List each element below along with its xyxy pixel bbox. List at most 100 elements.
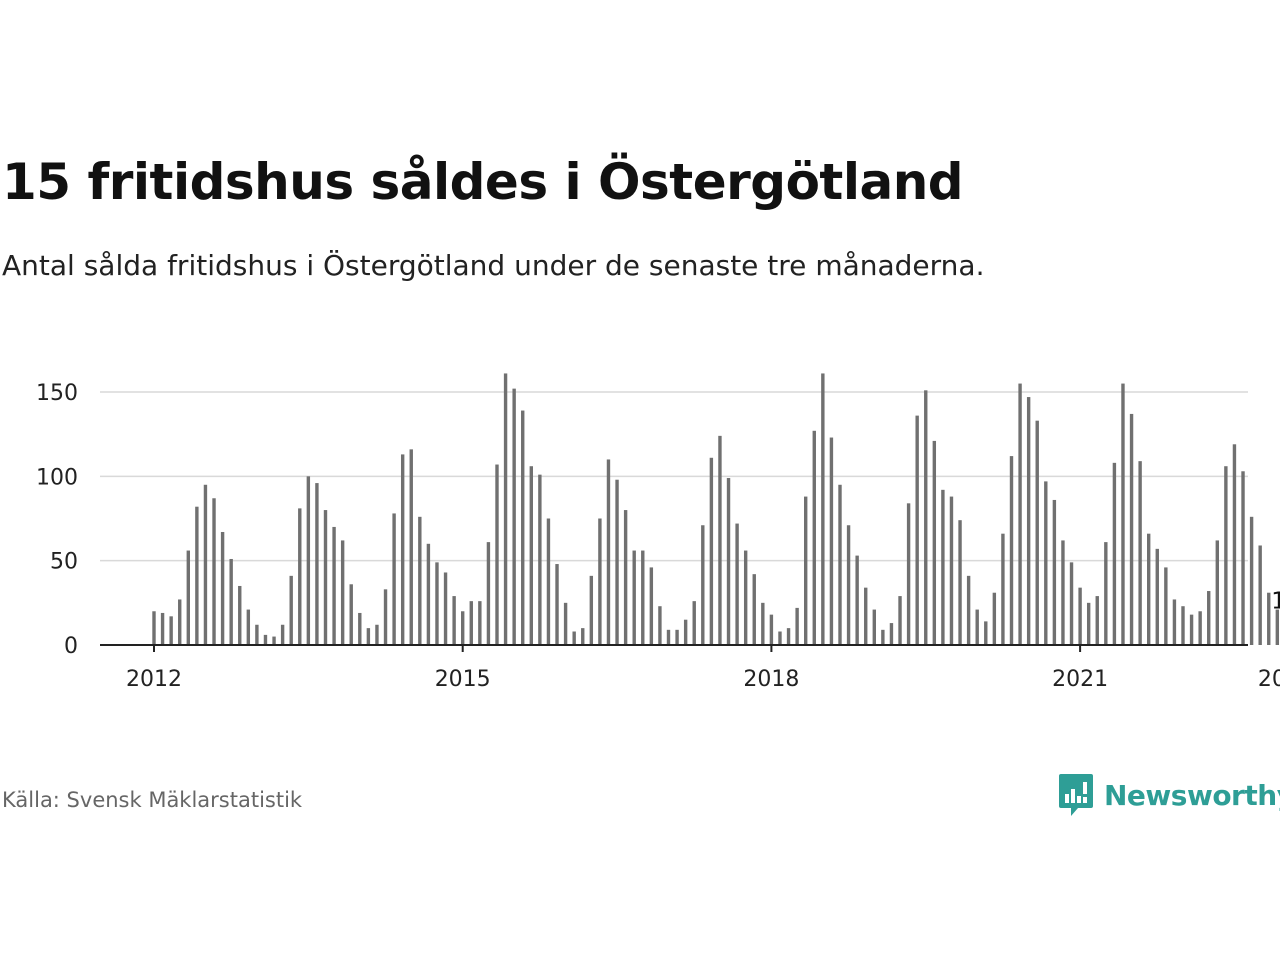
y-tick-label-100: 100 [36,465,78,490]
bar [804,496,808,645]
bar [203,484,208,645]
bar [658,606,662,645]
bar [1112,462,1117,645]
bar [829,437,834,645]
bar [1181,606,1185,645]
chart-subtitle: Antal sålda fritidshus i Östergötland un… [2,249,985,282]
bar [795,607,799,645]
x-tick-label-2023: 2023 [1258,667,1280,692]
bar [589,575,594,645]
bar [152,611,156,645]
bar [915,415,919,645]
bar [298,508,302,645]
bar [666,629,671,645]
bar [521,410,525,645]
bar [366,628,371,645]
bar [572,631,576,645]
bar [212,498,216,645]
bar [889,623,894,645]
bar [435,562,439,645]
grid-lines [100,391,1248,562]
x-axis-ticks: 2012 2015 2018 2021 2023 [126,645,1280,692]
bar [1129,413,1134,645]
bar [1189,614,1194,645]
bar [418,516,422,645]
bar [1275,609,1280,645]
bar [358,612,362,645]
bar [1215,540,1219,645]
bar [289,575,293,645]
bar [924,390,928,645]
bar [649,567,654,645]
brand-name: Newsworthy [1104,778,1280,812]
bar [838,484,842,645]
bar [563,602,568,645]
bar [735,523,739,645]
bar [1138,461,1142,645]
bar [1207,591,1211,645]
bar [1001,533,1005,645]
bar [623,510,628,645]
bar [392,513,396,645]
bar [1078,587,1082,645]
y-tick-label-150: 150 [36,381,78,406]
bar [280,624,285,645]
bar [864,587,868,645]
bar [503,373,508,645]
bar [941,489,945,645]
bar [1044,481,1048,645]
bar [581,628,585,645]
bar [683,619,688,645]
bar [752,574,756,645]
bar [846,525,851,645]
bar [246,609,251,645]
bar [486,542,491,645]
bar [975,609,979,645]
y-tick-label-0: 0 [64,634,78,659]
bar [1061,540,1065,645]
newsworthy-logo-icon [1059,774,1093,816]
x-tick-label-2021: 2021 [1052,667,1108,692]
bar [675,629,679,645]
bar [1052,499,1057,645]
bar [718,435,722,645]
bar [872,609,876,645]
bar [615,479,619,645]
bar-chart: 0 50 100 150 2012 2015 2018 2021 2023 15 [36,373,1280,692]
bar [452,596,456,645]
bar [546,518,551,645]
bar [229,558,233,645]
bar [315,483,319,645]
bar [1258,545,1262,645]
bar [375,624,379,645]
newsworthy-brand[interactable]: Newsworthy [1058,772,1280,818]
bar [1267,592,1271,645]
bar [400,454,405,645]
bar [529,466,533,645]
bar [495,464,499,645]
bar [1164,567,1168,645]
bar [443,572,448,645]
bar [169,616,173,645]
bar [1086,602,1091,645]
bar [1147,533,1151,645]
bar [958,520,962,645]
bar [761,602,765,645]
bar [1172,599,1177,645]
chart-title: 15 fritidshus såldes i Östergötland [2,153,964,211]
bar [1249,516,1254,645]
bar [323,510,328,645]
bar [1026,397,1031,645]
bar [606,459,611,645]
bar [786,628,791,645]
bar [984,621,988,645]
bars [152,373,1280,645]
source-note: Källa: Svensk Mäklarstatistik [2,788,303,812]
bar [898,596,902,645]
bar [949,496,954,645]
bar [709,457,714,645]
bar [1232,444,1237,645]
bar [701,525,705,645]
bar [340,540,345,645]
x-tick-label-2018: 2018 [743,667,799,692]
